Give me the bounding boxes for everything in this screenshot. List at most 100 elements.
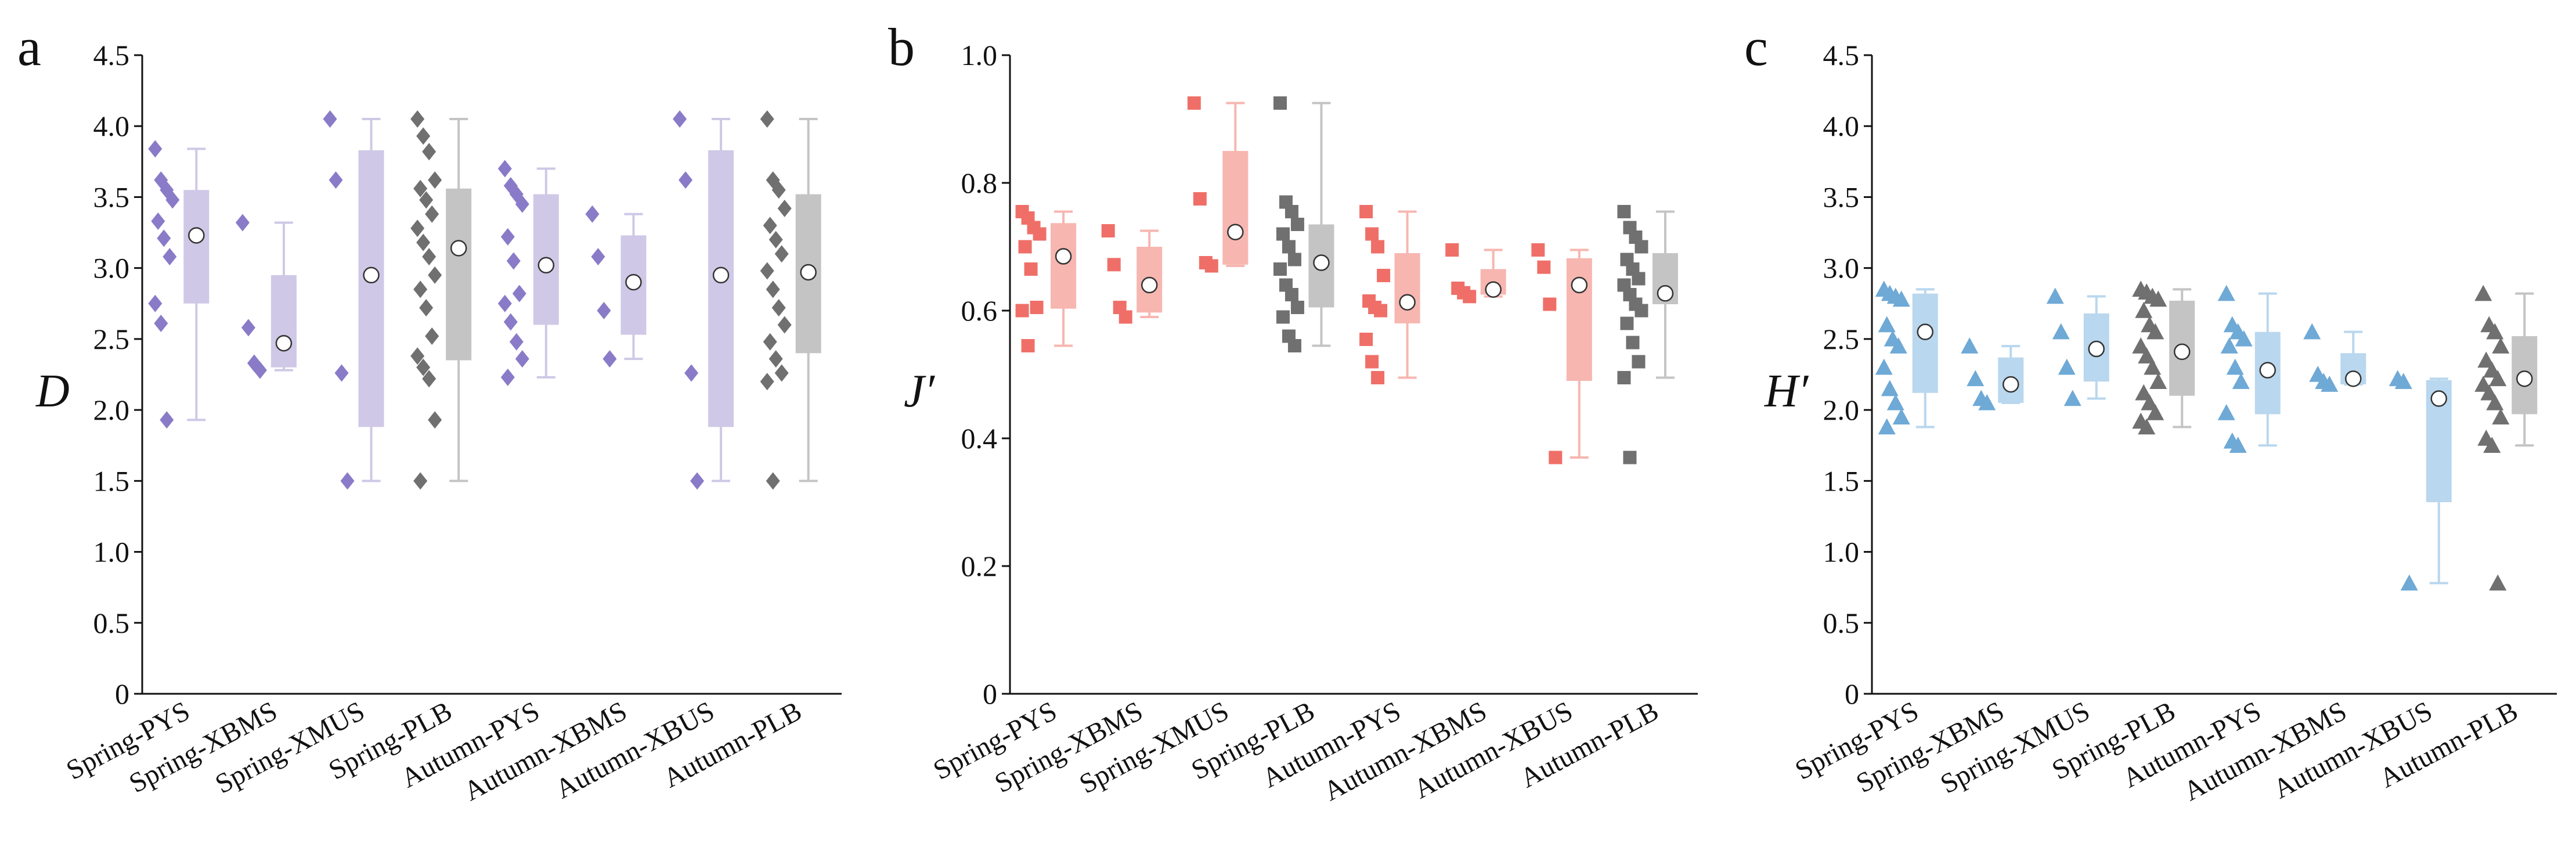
y-tick-label: 0.8 bbox=[961, 167, 998, 199]
data-point bbox=[771, 181, 786, 199]
data-point bbox=[769, 230, 783, 248]
data-point bbox=[241, 319, 255, 337]
data-point bbox=[416, 127, 431, 145]
box-group bbox=[2046, 287, 2109, 406]
data-point bbox=[2135, 384, 2153, 401]
data-point bbox=[1276, 227, 1290, 241]
box-group bbox=[2132, 280, 2195, 435]
data-point bbox=[1967, 370, 1985, 387]
data-point bbox=[235, 214, 250, 232]
data-point bbox=[2394, 373, 2412, 389]
data-point bbox=[1101, 224, 1115, 237]
data-point bbox=[340, 472, 355, 490]
mean-marker bbox=[2430, 390, 2447, 407]
y-tick-label: 1.0 bbox=[93, 536, 130, 568]
box-iqr bbox=[1394, 253, 1420, 323]
data-point bbox=[1285, 288, 1298, 301]
mean-marker bbox=[1055, 248, 1072, 265]
data-point bbox=[679, 171, 693, 189]
mean-marker bbox=[188, 227, 205, 244]
data-point bbox=[2474, 284, 2492, 301]
mean-marker bbox=[800, 264, 817, 281]
y-tick-label: 2.5 bbox=[93, 323, 130, 355]
y-tick-label: 3.0 bbox=[93, 252, 130, 284]
data-point bbox=[497, 294, 512, 312]
data-point bbox=[2132, 337, 2150, 354]
data-point bbox=[1024, 262, 1038, 276]
data-point bbox=[1620, 316, 1634, 330]
mean-marker bbox=[2516, 370, 2533, 387]
data-point bbox=[416, 358, 431, 376]
mean-marker bbox=[1917, 323, 1933, 340]
y-tick-label: 0.6 bbox=[961, 294, 998, 327]
data-point bbox=[1878, 316, 1896, 333]
data-point bbox=[1287, 339, 1301, 352]
box-iqr bbox=[1912, 293, 1938, 393]
data-point bbox=[777, 200, 792, 217]
box-group bbox=[235, 214, 297, 379]
data-point bbox=[1892, 290, 1910, 307]
data-point bbox=[2144, 358, 2162, 375]
data-point bbox=[1549, 451, 1563, 464]
data-point bbox=[428, 171, 442, 189]
panel-label: b bbox=[888, 17, 915, 77]
data-point bbox=[774, 364, 789, 382]
box-iqr bbox=[183, 190, 210, 304]
data-point bbox=[2146, 323, 2164, 340]
y-axis-label: D bbox=[35, 366, 70, 417]
data-point bbox=[774, 245, 789, 263]
box-group bbox=[1961, 337, 2024, 410]
mean-marker bbox=[1571, 276, 1588, 294]
y-tick-label: 1.0 bbox=[961, 39, 998, 71]
box-group bbox=[585, 205, 647, 368]
box-iqr bbox=[708, 150, 734, 427]
y-tick-label: 0 bbox=[115, 678, 129, 710]
box-group bbox=[410, 110, 472, 490]
mean-marker bbox=[2259, 362, 2276, 379]
data-point bbox=[2135, 302, 2153, 318]
mean-marker bbox=[1399, 294, 1416, 311]
data-point bbox=[1878, 418, 1896, 435]
data-point bbox=[1892, 408, 1910, 425]
data-point bbox=[2229, 437, 2247, 453]
y-tick-label: 3.5 bbox=[1823, 181, 1860, 213]
data-point bbox=[413, 472, 428, 490]
data-point bbox=[1889, 337, 1907, 354]
box-group bbox=[673, 110, 734, 490]
y-tick-label: 3.0 bbox=[1823, 252, 1860, 284]
data-point bbox=[148, 140, 163, 158]
box-group bbox=[1359, 205, 1420, 384]
data-point bbox=[160, 411, 174, 429]
data-point bbox=[2138, 418, 2156, 435]
data-point bbox=[585, 205, 600, 223]
data-point bbox=[1015, 304, 1029, 318]
data-point bbox=[509, 333, 524, 351]
box-group bbox=[1273, 96, 1334, 352]
data-point bbox=[2321, 376, 2339, 392]
data-point bbox=[1617, 371, 1631, 384]
data-point bbox=[777, 316, 792, 334]
mean-marker bbox=[1657, 285, 1674, 302]
data-point bbox=[2063, 390, 2081, 406]
data-point bbox=[1359, 333, 1373, 346]
data-point bbox=[165, 191, 180, 209]
data-point bbox=[1978, 394, 1996, 410]
data-point bbox=[760, 373, 774, 391]
data-point bbox=[1273, 262, 1287, 276]
mean-marker bbox=[712, 266, 730, 284]
box-group bbox=[1101, 224, 1163, 324]
data-point bbox=[769, 350, 783, 368]
chart-panel-b: bJ′00.20.40.60.81.0Spring-PYSSpring-XBMS… bbox=[888, 17, 1698, 807]
data-point bbox=[763, 333, 777, 351]
data-point bbox=[154, 315, 168, 332]
box-group bbox=[497, 160, 559, 386]
data-point bbox=[2492, 337, 2510, 354]
data-point bbox=[323, 110, 337, 128]
data-point bbox=[1285, 205, 1298, 218]
data-point bbox=[2480, 384, 2498, 401]
data-point bbox=[2149, 290, 2167, 307]
box-group bbox=[148, 140, 210, 429]
data-point bbox=[1193, 192, 1207, 206]
data-point bbox=[1531, 243, 1545, 257]
data-point bbox=[413, 179, 428, 197]
